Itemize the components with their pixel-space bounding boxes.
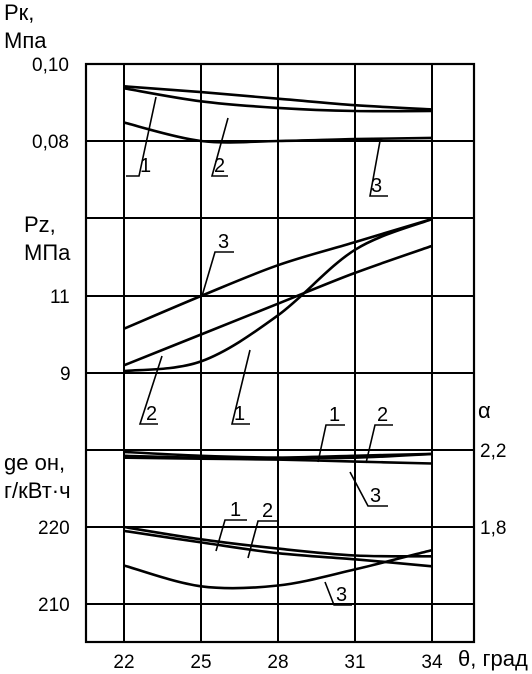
x-tick-labels: 22 25 28 31 34 [113, 652, 443, 673]
y-tick-labels: 0,10 0,08 11 9 2,2 1,8 220 210 [32, 55, 506, 616]
pk-series-2-line [123, 87, 433, 113]
alpha-series-2-line [123, 450, 433, 460]
pk-leader-2 [210, 117, 229, 177]
pz-axis-unit: МПа [24, 240, 71, 265]
curve-numbers: 1 2 3 3 2 1 1 2 3 1 2 3 [140, 155, 388, 606]
pz-label-1: 1 [234, 403, 245, 425]
ge-label-2: 2 [262, 500, 273, 522]
x-axis-title: θ, град [458, 646, 528, 671]
alpha-leader-2 [365, 424, 393, 464]
x-tick-31: 31 [344, 652, 365, 673]
pk-label-1: 1 [140, 155, 151, 177]
pz-axis-title: Pz, МПа [24, 212, 71, 265]
pk-tick-008: 0,08 [32, 132, 69, 153]
pk-series-3-line [123, 121, 433, 144]
pk-label-3: 3 [371, 175, 382, 197]
x-tick-28: 28 [267, 652, 288, 673]
alpha-axis-title: α [478, 398, 491, 423]
pk-label-2: 2 [214, 155, 225, 177]
vertical-grid [123, 64, 433, 642]
alpha-leader-3 [349, 471, 388, 507]
ge-axis-unit: г/кВт·ч [4, 478, 71, 503]
alpha-label-3: 3 [370, 485, 381, 507]
pk-series-1-line [123, 85, 433, 111]
x-tick-34: 34 [421, 652, 443, 673]
ge-tick-220: 220 [38, 518, 70, 539]
x-tick-22: 22 [113, 652, 134, 673]
pk-leader-3 [369, 140, 388, 197]
pz-label-2: 2 [146, 403, 157, 425]
curves [123, 85, 433, 590]
alpha-leader-1 [317, 424, 345, 463]
x-tick-25: 25 [190, 652, 211, 673]
pk-axis-title: Pк, Мпа [4, 0, 47, 53]
alpha-label-2: 2 [377, 404, 388, 426]
ge-tick-210: 210 [38, 595, 70, 616]
pz-leader-3 [201, 251, 234, 297]
horizontal-grid [86, 63, 474, 605]
curve-leaders [126, 96, 393, 606]
ge-label-3: 3 [336, 584, 347, 606]
ge-leader-3 [324, 581, 352, 606]
pk-axis-unit: Мпа [4, 28, 47, 53]
pz-tick-9: 9 [60, 364, 71, 385]
pz-tick-11: 11 [50, 287, 70, 308]
pk-tick-010: 0,10 [32, 55, 69, 76]
pz-series-1-line [123, 217, 433, 373]
alpha-tick-18: 1,8 [480, 518, 506, 539]
ge-series-2-line [123, 529, 433, 568]
pk-axis-label: Pк, [4, 0, 34, 25]
alpha-label-1: 1 [329, 404, 340, 426]
pz-leader-1 [230, 349, 251, 425]
ge-series-3-line [123, 548, 433, 590]
pk-leader-1 [126, 96, 157, 177]
pz-series-2-line [123, 244, 433, 367]
ge-axis-label: ge он, [4, 450, 65, 475]
ge-leader-1 [215, 519, 247, 552]
ge-series-1-line [123, 525, 433, 558]
alpha-series-3-line [123, 456, 433, 465]
ge-axis-title: ge он, г/кВт·ч [4, 450, 71, 503]
alpha-tick-22: 2,2 [480, 441, 506, 462]
pz-label-3: 3 [218, 231, 229, 253]
pz-series-3-line [123, 217, 433, 330]
ge-label-1: 1 [230, 499, 241, 521]
pz-axis-label: Pz, [24, 212, 56, 237]
pz-leader-2 [138, 355, 163, 425]
alpha-axis-label: α [478, 398, 491, 423]
ge-leader-2 [247, 520, 278, 559]
